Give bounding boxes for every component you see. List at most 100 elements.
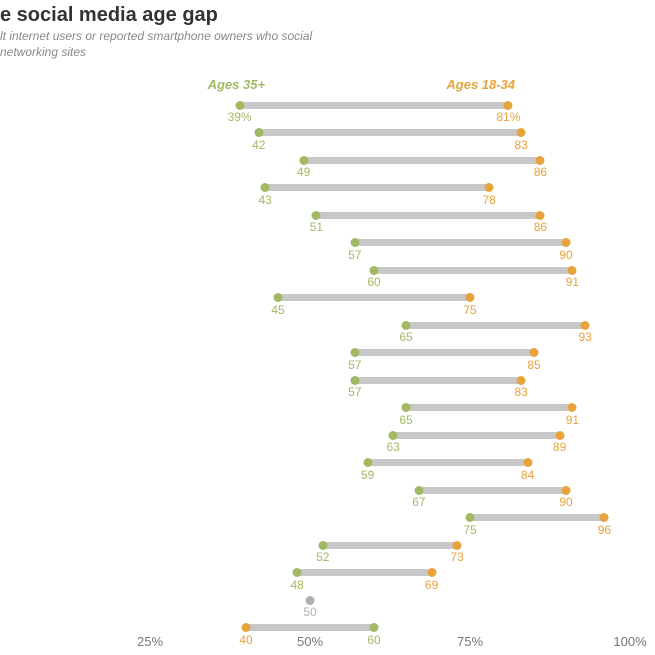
range-bar (278, 294, 470, 301)
x-tick: 100% (613, 634, 646, 649)
older-value: 75 (463, 523, 476, 537)
younger-dot (536, 211, 545, 220)
dumbbell-row: 5785 (0, 345, 655, 361)
dumbbell-row: 4869 (0, 565, 655, 581)
younger-value: 85 (527, 358, 540, 372)
older-dot (254, 128, 263, 137)
older-value: 57 (348, 358, 361, 372)
older-dot (350, 376, 359, 385)
dumbbell-row: 5186 (0, 207, 655, 223)
older-dot (299, 156, 308, 165)
younger-dot (523, 458, 532, 467)
younger-dot (242, 623, 251, 632)
dumbbell-row: 6040 (0, 620, 655, 636)
older-value: 65 (399, 330, 412, 344)
older-value: 63 (387, 440, 400, 454)
older-dot (466, 513, 475, 522)
older-dot (293, 568, 302, 577)
younger-value: 78 (483, 193, 496, 207)
older-value: 45 (271, 303, 284, 317)
younger-value: 83 (515, 385, 528, 399)
younger-value: 93 (579, 330, 592, 344)
older-dot (318, 541, 327, 550)
older-dot (402, 321, 411, 330)
older-value: 57 (348, 385, 361, 399)
older-dot (370, 623, 379, 632)
dumbbell-row: 5783 (0, 372, 655, 388)
dumbbell-row: 6091 (0, 262, 655, 278)
younger-value: 75 (463, 303, 476, 317)
younger-value: 86 (534, 165, 547, 179)
younger-value: 96 (598, 523, 611, 537)
older-dot (261, 183, 270, 192)
younger-dot (453, 541, 462, 550)
older-value: 60 (367, 633, 380, 647)
range-bar (240, 102, 509, 109)
younger-dot (427, 568, 436, 577)
dumbbell-row: 4575 (0, 290, 655, 306)
dumbbell-row: 7596 (0, 510, 655, 526)
older-value: 49 (297, 165, 310, 179)
range-bar (406, 322, 585, 329)
older-value: 67 (412, 495, 425, 509)
younger-value: 91 (566, 275, 579, 289)
older-dot (312, 211, 321, 220)
single-value: 50 (303, 605, 316, 619)
x-tick: 50% (297, 634, 323, 649)
range-bar (355, 239, 566, 246)
dumbbell-row: 50 (0, 592, 655, 608)
older-value: 60 (367, 275, 380, 289)
younger-dot (485, 183, 494, 192)
older-dot (402, 403, 411, 412)
dumbbell-row: 4283 (0, 125, 655, 141)
range-bar (259, 129, 521, 136)
older-value: 43 (259, 193, 272, 207)
range-bar (316, 212, 540, 219)
older-dot (414, 486, 423, 495)
younger-dot (581, 321, 590, 330)
x-tick: 25% (137, 634, 163, 649)
younger-dot (600, 513, 609, 522)
older-dot (235, 101, 244, 110)
older-dot (389, 431, 398, 440)
range-bar (355, 349, 534, 356)
younger-value: 84 (521, 468, 534, 482)
range-bar (393, 432, 559, 439)
range-bar (374, 267, 572, 274)
single-dot (306, 596, 315, 605)
older-value: 42 (252, 138, 265, 152)
dumbbell-row: 6790 (0, 482, 655, 498)
range-bar (355, 377, 521, 384)
range-bar (297, 569, 431, 576)
younger-value: 89 (553, 440, 566, 454)
younger-value: 40 (239, 633, 252, 647)
range-bar (419, 487, 566, 494)
older-value: 52 (316, 550, 329, 564)
younger-dot (517, 128, 526, 137)
legend-younger: Ages 18-34 (446, 77, 515, 92)
younger-value: 90 (559, 495, 572, 509)
x-tick: 75% (457, 634, 483, 649)
younger-dot (504, 101, 513, 110)
younger-value: 83 (515, 138, 528, 152)
older-value: 59 (361, 468, 374, 482)
dumbbell-row: 4378 (0, 180, 655, 196)
younger-dot (530, 348, 539, 357)
dumbbell-row: 5984 (0, 455, 655, 471)
range-bar (304, 157, 541, 164)
younger-value: 81% (496, 110, 520, 124)
range-bar (265, 184, 489, 191)
younger-value: 90 (559, 248, 572, 262)
range-bar (368, 459, 528, 466)
younger-value: 69 (425, 578, 438, 592)
younger-value: 73 (451, 550, 464, 564)
older-dot (274, 293, 283, 302)
range-bar (323, 542, 457, 549)
older-dot (350, 348, 359, 357)
dumbbell-row: 6389 (0, 427, 655, 443)
chart-subtitle: lt internet users or reported smartphone… (0, 28, 340, 60)
chart-container: e social media age gap lt internet users… (0, 0, 655, 655)
older-dot (350, 238, 359, 247)
younger-dot (536, 156, 545, 165)
younger-dot (555, 431, 564, 440)
